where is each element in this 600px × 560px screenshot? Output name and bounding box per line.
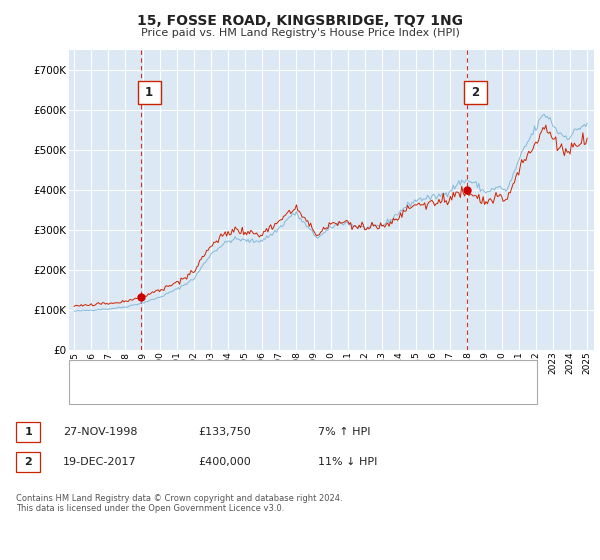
Text: £133,750: £133,750 bbox=[198, 427, 251, 437]
Text: 11% ↓ HPI: 11% ↓ HPI bbox=[318, 457, 377, 467]
Text: 1: 1 bbox=[25, 427, 32, 437]
Text: 19-DEC-2017: 19-DEC-2017 bbox=[63, 457, 137, 467]
Text: Contains HM Land Registry data © Crown copyright and database right 2024.
This d: Contains HM Land Registry data © Crown c… bbox=[16, 494, 343, 514]
Text: 1: 1 bbox=[145, 86, 153, 99]
Text: 2: 2 bbox=[471, 86, 479, 99]
Text: 27-NOV-1998: 27-NOV-1998 bbox=[63, 427, 137, 437]
Text: Price paid vs. HM Land Registry's House Price Index (HPI): Price paid vs. HM Land Registry's House … bbox=[140, 28, 460, 38]
Text: 2: 2 bbox=[25, 457, 32, 467]
Text: 7% ↑ HPI: 7% ↑ HPI bbox=[318, 427, 371, 437]
Text: 15, FOSSE ROAD, KINGSBRIDGE, TQ7 1NG: 15, FOSSE ROAD, KINGSBRIDGE, TQ7 1NG bbox=[137, 14, 463, 28]
Text: HPI: Average price, detached house, South Hams: HPI: Average price, detached house, Sout… bbox=[110, 382, 350, 393]
Text: 15, FOSSE ROAD, KINGSBRIDGE, TQ7 1NG (detached house): 15, FOSSE ROAD, KINGSBRIDGE, TQ7 1NG (de… bbox=[110, 361, 406, 371]
Text: £400,000: £400,000 bbox=[198, 457, 251, 467]
